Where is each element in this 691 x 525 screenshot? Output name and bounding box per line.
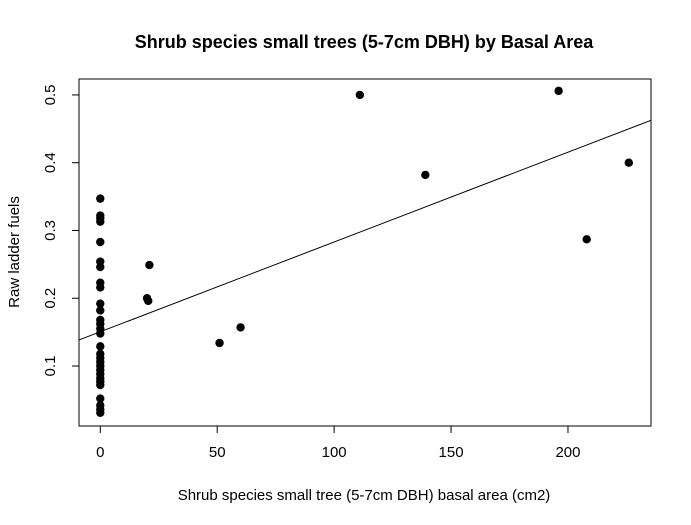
plot-area-frame — [78, 78, 652, 427]
data-point — [145, 260, 154, 270]
chart-title: Shrub species small trees (5-7cm DBH) by… — [135, 32, 595, 52]
y-tick-label: 0.1 — [42, 356, 59, 377]
x-tick-label: 150 — [439, 444, 464, 461]
y-axis-title: Raw ladder fuels — [6, 196, 23, 308]
data-point — [96, 262, 105, 272]
x-tick-label: 200 — [555, 444, 580, 461]
data-point — [96, 237, 105, 247]
y-tick-label: 0.4 — [42, 152, 59, 173]
data-point — [236, 323, 245, 332]
data-point — [355, 90, 365, 100]
data-point — [96, 329, 105, 338]
data-point — [96, 408, 105, 417]
data-point — [96, 299, 105, 308]
data-point — [96, 394, 105, 403]
x-axis: 0 50 100 150 200 — [96, 425, 580, 461]
data-point — [96, 306, 105, 315]
data-point — [96, 380, 105, 390]
data-points — [96, 86, 633, 417]
data-point — [421, 170, 430, 180]
data-point — [96, 194, 105, 203]
x-tick-label: 50 — [209, 444, 226, 461]
y-tick-label: 0.2 — [42, 288, 59, 309]
data-point — [144, 296, 153, 306]
data-point — [554, 86, 563, 96]
x-tick-label: 100 — [322, 444, 347, 461]
x-tick-label: 0 — [96, 444, 104, 461]
data-point — [624, 158, 633, 167]
data-point — [96, 342, 105, 351]
data-point — [96, 217, 105, 226]
data-point — [215, 338, 224, 348]
y-tick-label: 0.5 — [42, 84, 59, 105]
x-axis-title: Shrub species small tree (5-7cm DBH) bas… — [178, 487, 551, 504]
y-axis: 0.1 0.2 0.3 0.4 0.5 — [42, 84, 80, 377]
regression-line — [78, 119, 652, 341]
y-tick-label: 0.3 — [42, 220, 59, 241]
data-point — [582, 235, 591, 244]
data-point — [96, 283, 105, 292]
